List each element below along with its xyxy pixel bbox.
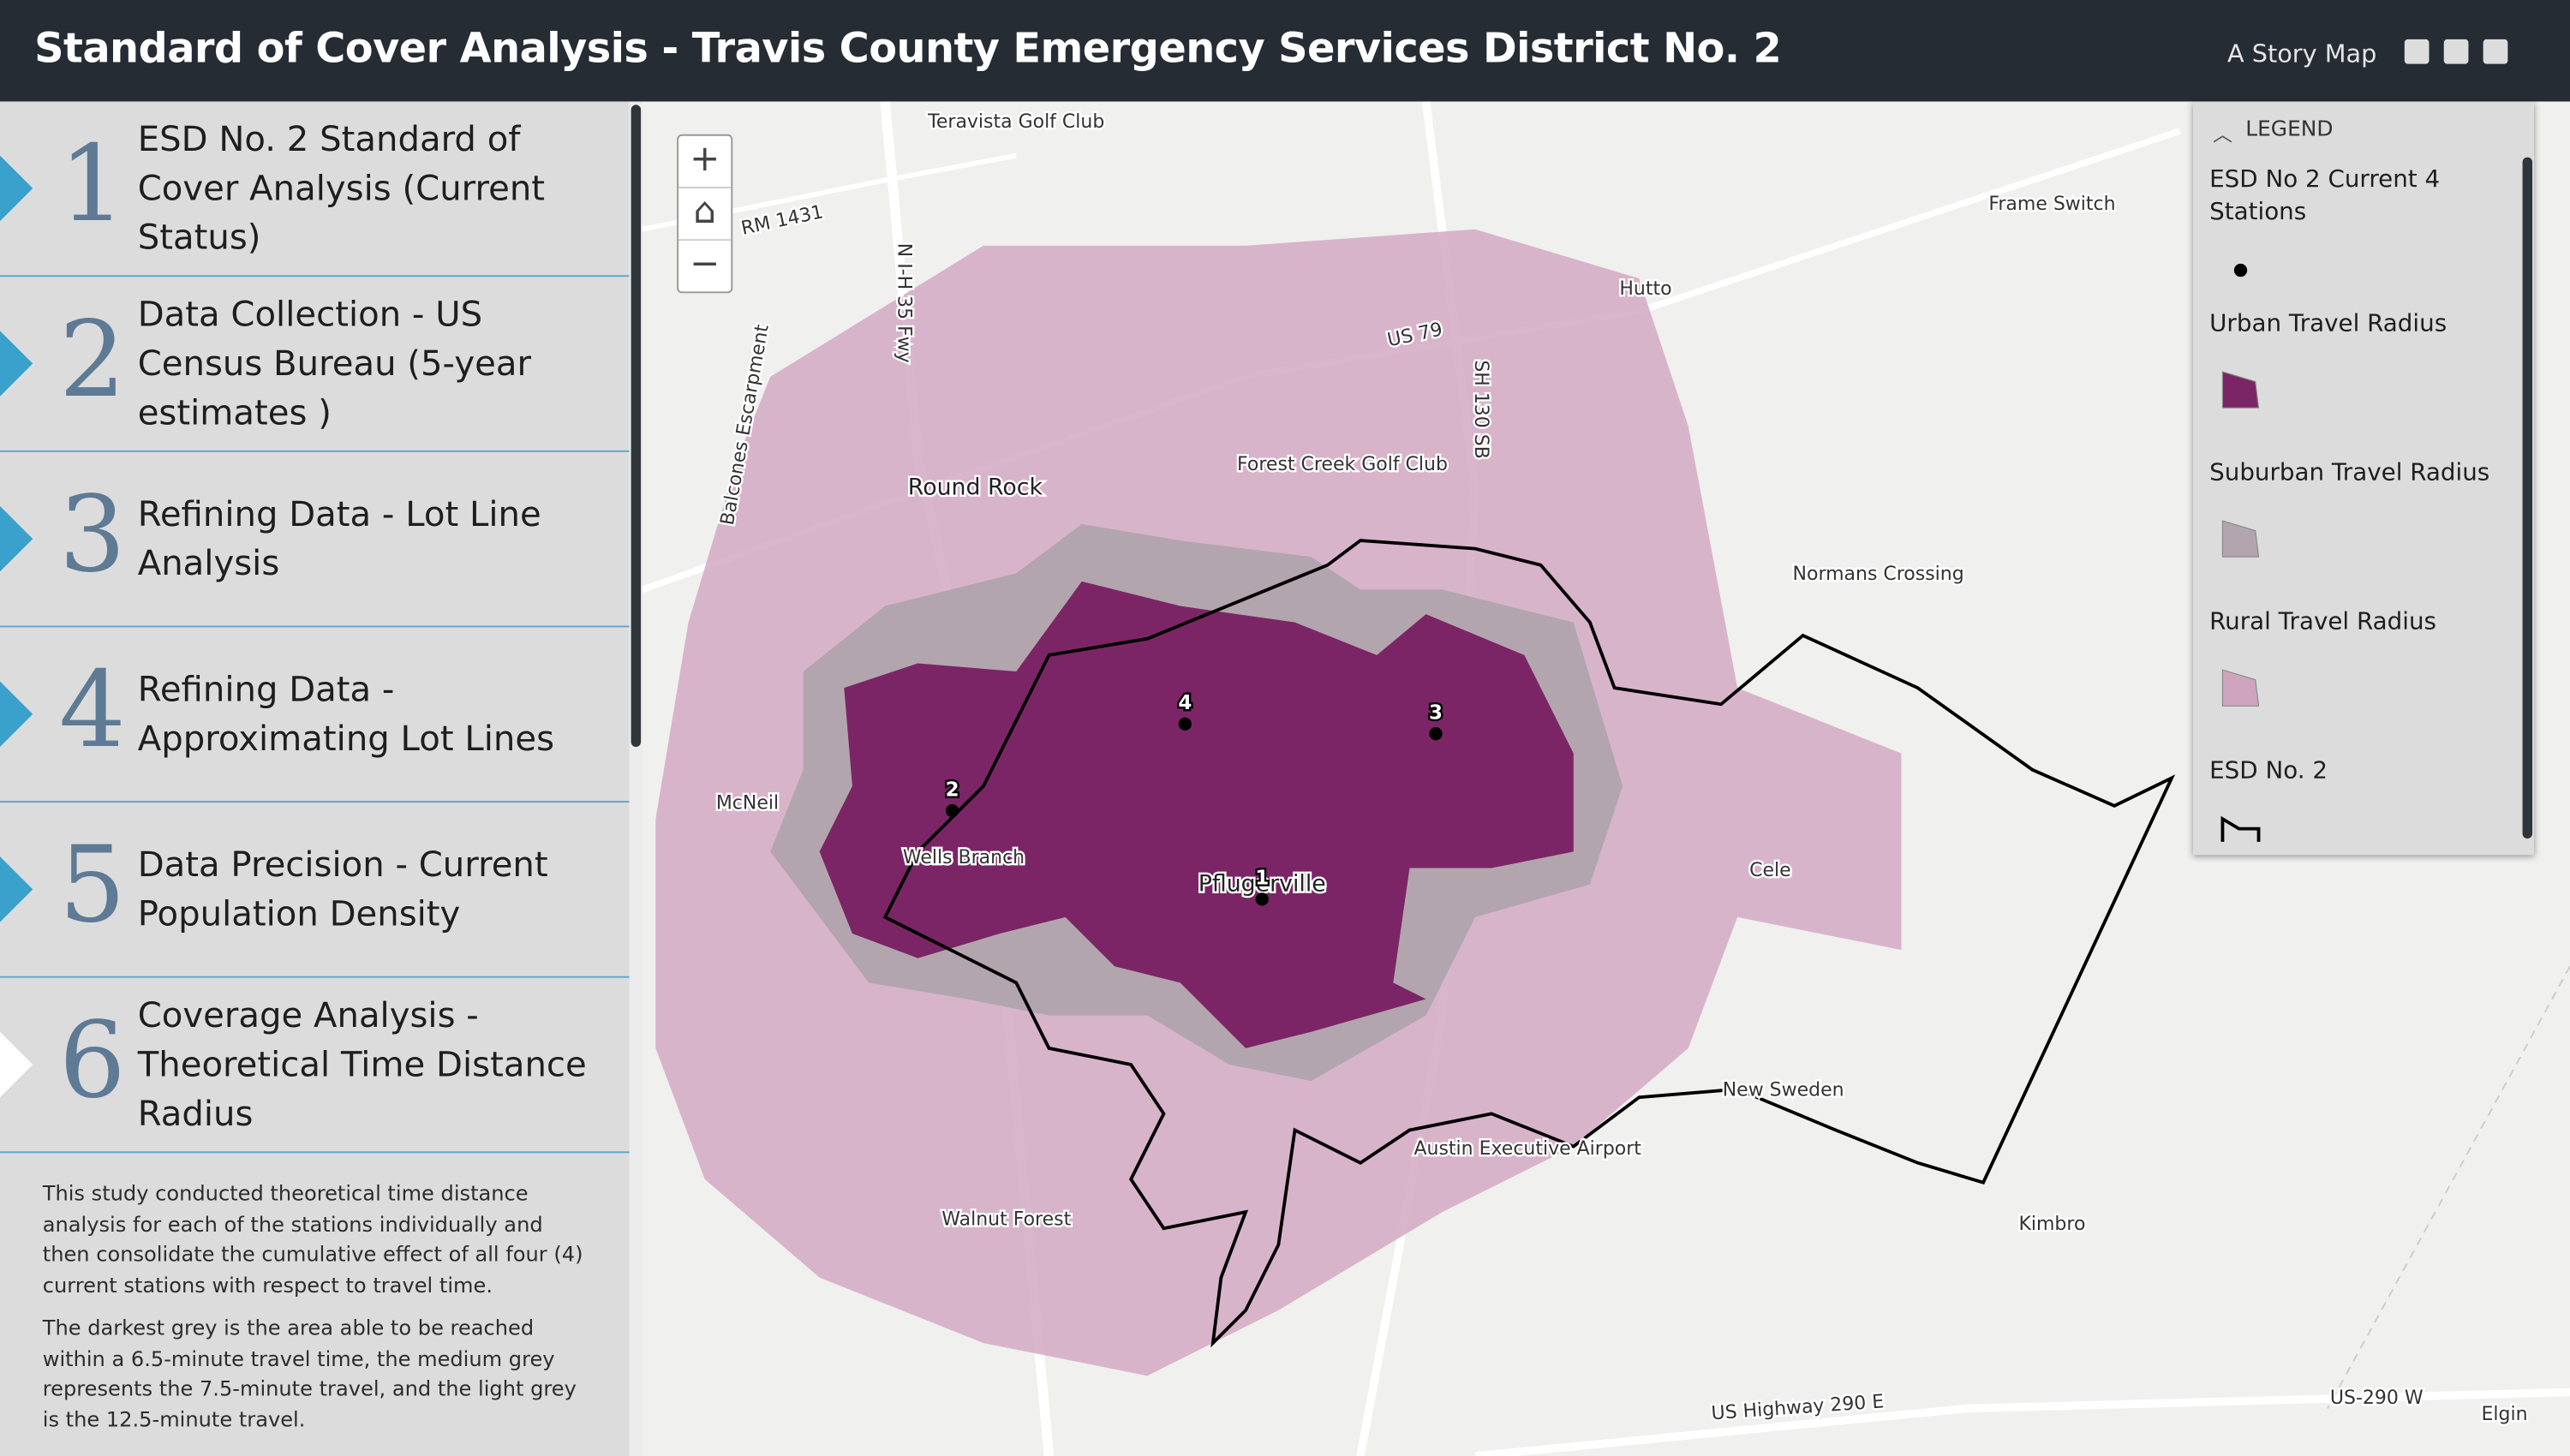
map-label: Cele [1749, 860, 1791, 881]
collapse-caret[interactable]: ︿ [2212, 122, 2232, 146]
legend-label: Rural Travel Radius [2209, 609, 2437, 636]
section-title: Data Collection - US Census Bureau (5-ye… [137, 295, 531, 433]
map-label: Normans Crossing [1793, 564, 1964, 585]
station-symbol [2233, 263, 2248, 277]
section-item[interactable]: 1 ESD No. 2 Standard of Cover Analysis (C… [0, 102, 630, 277]
station-marker[interactable] [1429, 727, 1443, 741]
section-number: 1 [58, 125, 126, 247]
section-arrow [0, 856, 33, 922]
station-label: 2 [946, 779, 959, 801]
map-label: Forest Creek Golf Club [1237, 454, 1448, 475]
scroll-thumb[interactable] [631, 104, 642, 748]
section-number: 5 [58, 826, 126, 948]
page-title: Standard of Cover Analysis - Travis Coun… [34, 24, 1782, 73]
section-number: 6 [58, 1001, 126, 1123]
station-marker[interactable] [1178, 717, 1192, 731]
section-title: Refining Data - Lot Line Analysis [137, 494, 541, 583]
station-label: 4 [1178, 692, 1192, 714]
section-number: 4 [58, 651, 126, 773]
zoom-in[interactable]: + [678, 136, 732, 188]
urban-travel-radius [819, 581, 1574, 1048]
map-label: Wells Branch [903, 847, 1025, 868]
station-label: 3 [1429, 702, 1443, 725]
section-arrow [0, 1031, 33, 1098]
section-title: Data Precision - Current Population Dens… [137, 844, 548, 934]
description: This study conducted theoretical time di… [0, 1153, 630, 1435]
legend-label: ESD No. 2 [2209, 758, 2328, 785]
legend-swatch [2221, 669, 2260, 707]
map-label: New Sweden [1723, 1079, 1844, 1101]
map-label: Kimbro [2018, 1214, 2085, 1235]
section-number: 2 [58, 300, 126, 422]
section-item[interactable]: 6 Coverage Analysis - Theoretical Time Di… [0, 978, 630, 1154]
section-number: 3 [58, 475, 126, 598]
map-label: Hutto [1619, 278, 1671, 300]
legend-label: ESD No 2 Current 4 Stations [2209, 167, 2441, 226]
section-item[interactable]: 2 Data Collection - US Census Bureau (5-y… [0, 277, 630, 452]
paragraph: The darkest grey is the area able to be … [42, 1315, 577, 1431]
sidebar: 1 ESD No. 2 Standard of Cover Analysis (C… [0, 101, 630, 1456]
section-list: 1 ESD No. 2 Standard of Cover Analysis (C… [0, 102, 630, 1154]
facebook-icon[interactable] [2404, 39, 2430, 64]
legend-title: LEGEND [2245, 117, 2334, 143]
legend-swatch [2221, 520, 2260, 558]
legend-swatch [2220, 815, 2261, 842]
section-title: Refining Data - Approximating Lot Lines [137, 670, 555, 759]
map-label: Austin Executive Airport [1414, 1138, 1641, 1160]
section-arrow [0, 331, 33, 397]
share-icons [2390, 39, 2508, 70]
zoom-out[interactable]: − [690, 243, 720, 285]
zoom-controls: + ⌂ − [677, 134, 733, 294]
map-label: Frame Switch [1988, 194, 2115, 215]
twitter-icon[interactable] [2443, 39, 2469, 64]
station-marker[interactable] [1255, 892, 1269, 906]
section-arrow [0, 505, 33, 572]
home[interactable]: ⌂ [678, 188, 732, 242]
legend: ︿ LEGEND ESD No 2 Current 4 Stations Urba… [2192, 101, 2534, 856]
map-label: Teravista Golf Club [927, 111, 1104, 133]
map-label: SH 130 SB [1470, 360, 1491, 458]
section-arrow [0, 681, 33, 748]
subtitle: A Story Map [2227, 39, 2377, 69]
section-item[interactable]: 3 Refining Data - Lot Line Analysis [0, 452, 630, 628]
section-title: Coverage Analysis - Theoretical Time Dis… [137, 995, 587, 1134]
legend-label: Suburban Travel Radius [2209, 460, 2490, 486]
paragraph: This study conducted theoretical time di… [42, 1180, 583, 1297]
section-item[interactable]: 4 Refining Data - Approximating Lot Lines [0, 627, 630, 803]
link-icon[interactable] [2483, 39, 2508, 64]
station-label: 1 [1255, 868, 1269, 890]
map-label: Round Rock [908, 474, 1043, 501]
map-label: Elgin [2482, 1404, 2528, 1425]
stations: 1 2 3 4 [943, 690, 1444, 906]
map-label: US-290 W [2330, 1387, 2424, 1409]
section-item[interactable]: 5 Data Precision - Current Population Den… [0, 803, 630, 978]
map-label: McNeil [716, 793, 779, 815]
scrollbar[interactable] [629, 101, 643, 1456]
header: Standard of Cover Analysis - Travis Coun… [0, 0, 2570, 102]
legend-swatches [2220, 263, 2261, 842]
legend-swatch [2221, 371, 2260, 409]
legend-scrollbar[interactable] [2522, 157, 2533, 839]
section-title: ESD No. 2 Standard of Cover Analysis (Cu… [137, 119, 546, 258]
map-label: N I-H 35 Fwy [893, 243, 914, 363]
map-label: Walnut Forest [941, 1208, 1071, 1230]
legend-label: Urban Travel Radius [2209, 311, 2447, 337]
station-marker[interactable] [945, 803, 959, 818]
esd-boundary [882, 539, 2176, 1348]
section-arrow [0, 155, 33, 222]
